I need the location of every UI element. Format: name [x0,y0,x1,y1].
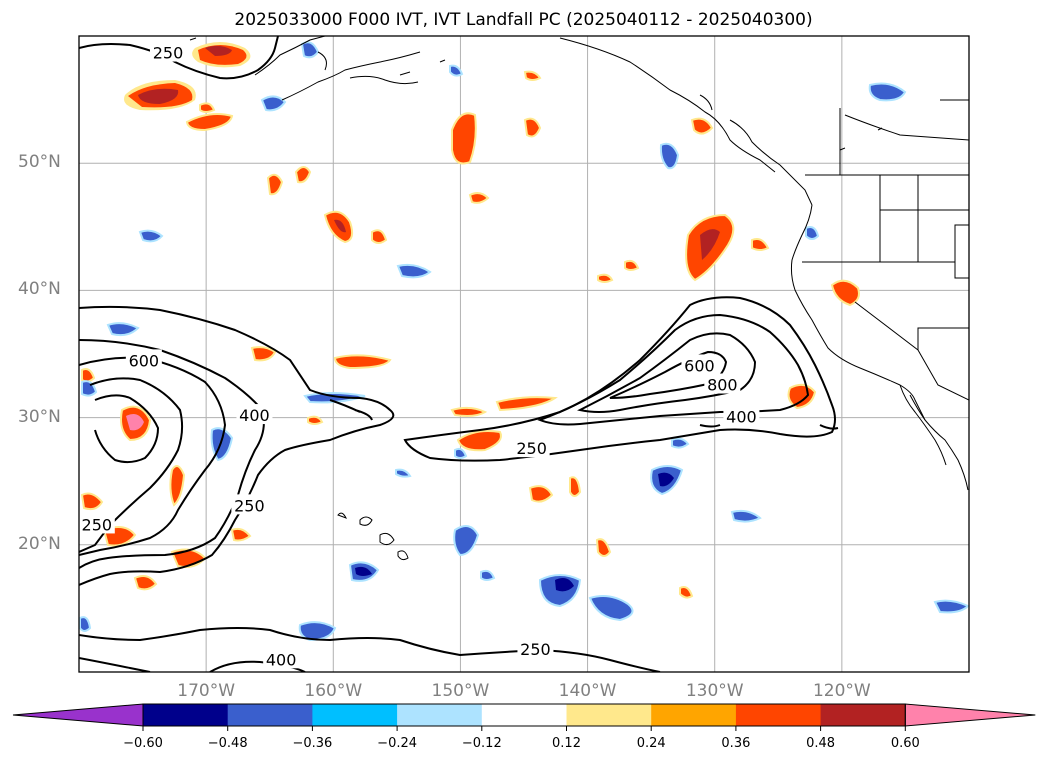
coastlines-and-borders [254,36,969,491]
colorbar-tick-label: −0.24 [377,736,418,751]
colorbar-tick-label: 0.24 [636,736,666,751]
colorbar-segment [227,704,313,726]
colorbar-segment [312,704,398,726]
contour-label-background [79,513,115,534]
contour-label: 250 [520,640,551,659]
positive-pc-patch [323,210,354,244]
colorbar-tick-label: 0.12 [552,736,581,751]
contour-label: 400 [266,650,297,669]
colorbar-tick-label: −0.12 [461,736,502,751]
colorbar-segment [820,704,906,726]
colorbar-tick-label: −0.60 [123,736,163,751]
positive-pc-patch [192,42,251,68]
contour-label-background [723,405,760,426]
alaska-coastline [254,36,776,173]
longitude-label: 120°W [812,681,871,701]
latitude-label: 50°N [18,152,61,173]
positive-pc-patch [250,346,488,417]
colorbar-outline [142,703,906,727]
contour-label: 400 [239,406,270,425]
colorbar-tick-label: 0.60 [890,736,920,751]
positive-pc-patch [685,213,735,282]
colorbar-tick-label: −0.48 [207,736,248,751]
ivt-contour-250-west [79,305,395,586]
contour-label: 250 [516,439,547,458]
positive-pc-patch [830,279,860,307]
colorbar-segment [651,704,737,726]
baja-coastline [899,384,947,466]
contour-label-background [681,354,718,375]
colorbar-extend-high [904,703,1036,727]
positive-pc-patch [124,80,196,111]
gridlines [79,36,969,672]
ivt-contour-misc [329,399,839,430]
contour-label-background [513,437,550,458]
colorbar-segment [481,704,567,726]
bc-coastline [729,119,813,206]
latitude-label: 20°N [18,533,61,554]
contour-label: 250 [153,44,184,63]
latitude-label: 30°N [18,406,61,427]
positive-pc-patch [787,383,817,410]
contour-label-background [236,404,273,425]
positive-pc-patch [451,112,477,165]
positive-pc-patch [456,396,558,452]
colorbar-body [12,703,1036,731]
ivt-contour-600-east [577,332,757,413]
ivt-contour-400-west [79,339,265,569]
ivt-contour-800-west [79,377,184,553]
canada-us-border [844,99,969,141]
longitude-label: 130°W [685,681,744,701]
latitude-label: 40°N [18,279,61,300]
alaska-islands [317,51,446,76]
contour-label: 600 [684,356,715,375]
colorbar-extend-low [12,703,144,727]
contour-label-background [263,648,300,669]
colorbar-tick-label: −0.36 [292,736,333,751]
contour-label-background [517,638,554,659]
north-america-coastline [790,204,969,491]
positive-pc-patch [185,113,234,132]
us-state-borders [802,108,969,401]
ivt-contour-250-north [79,36,279,80]
ivt-contour-250-south [79,627,661,672]
map-frame [78,35,970,673]
contour-label-background [231,494,268,515]
positive-pc-patch [199,70,770,599]
ivt-contour-800-east [609,350,728,399]
longitude-label: 160°W [304,681,363,701]
map-background [79,36,969,672]
longitude-label: 150°W [431,681,490,701]
colorbar-segment [735,704,822,726]
ivt-contour-400-east [537,313,810,426]
contour-label: 600 [129,351,160,370]
contour-label: 250 [234,496,265,515]
colorbar-segment [566,704,652,726]
contour-label-background [125,349,162,370]
contour-label-background [704,373,741,394]
contour-label: 400 [726,407,757,426]
ivt-contour-inner-west [94,394,160,464]
colorbar-segment [143,704,229,726]
colorbar-tick-label: 0.36 [721,736,751,751]
longitude-label: 140°W [558,681,617,701]
map-title: 2025033000 F000 IVT, IVT Landfall PC (20… [234,10,813,30]
longitude-label: 170°W [177,681,236,701]
contour-label-background [150,41,186,62]
colorbar-tick-label: 0.48 [806,736,836,751]
ivt-contours [79,36,839,672]
contour-label: 800 [707,376,738,395]
contour-label: 250 [82,515,113,534]
colorbar-segment [397,704,483,726]
